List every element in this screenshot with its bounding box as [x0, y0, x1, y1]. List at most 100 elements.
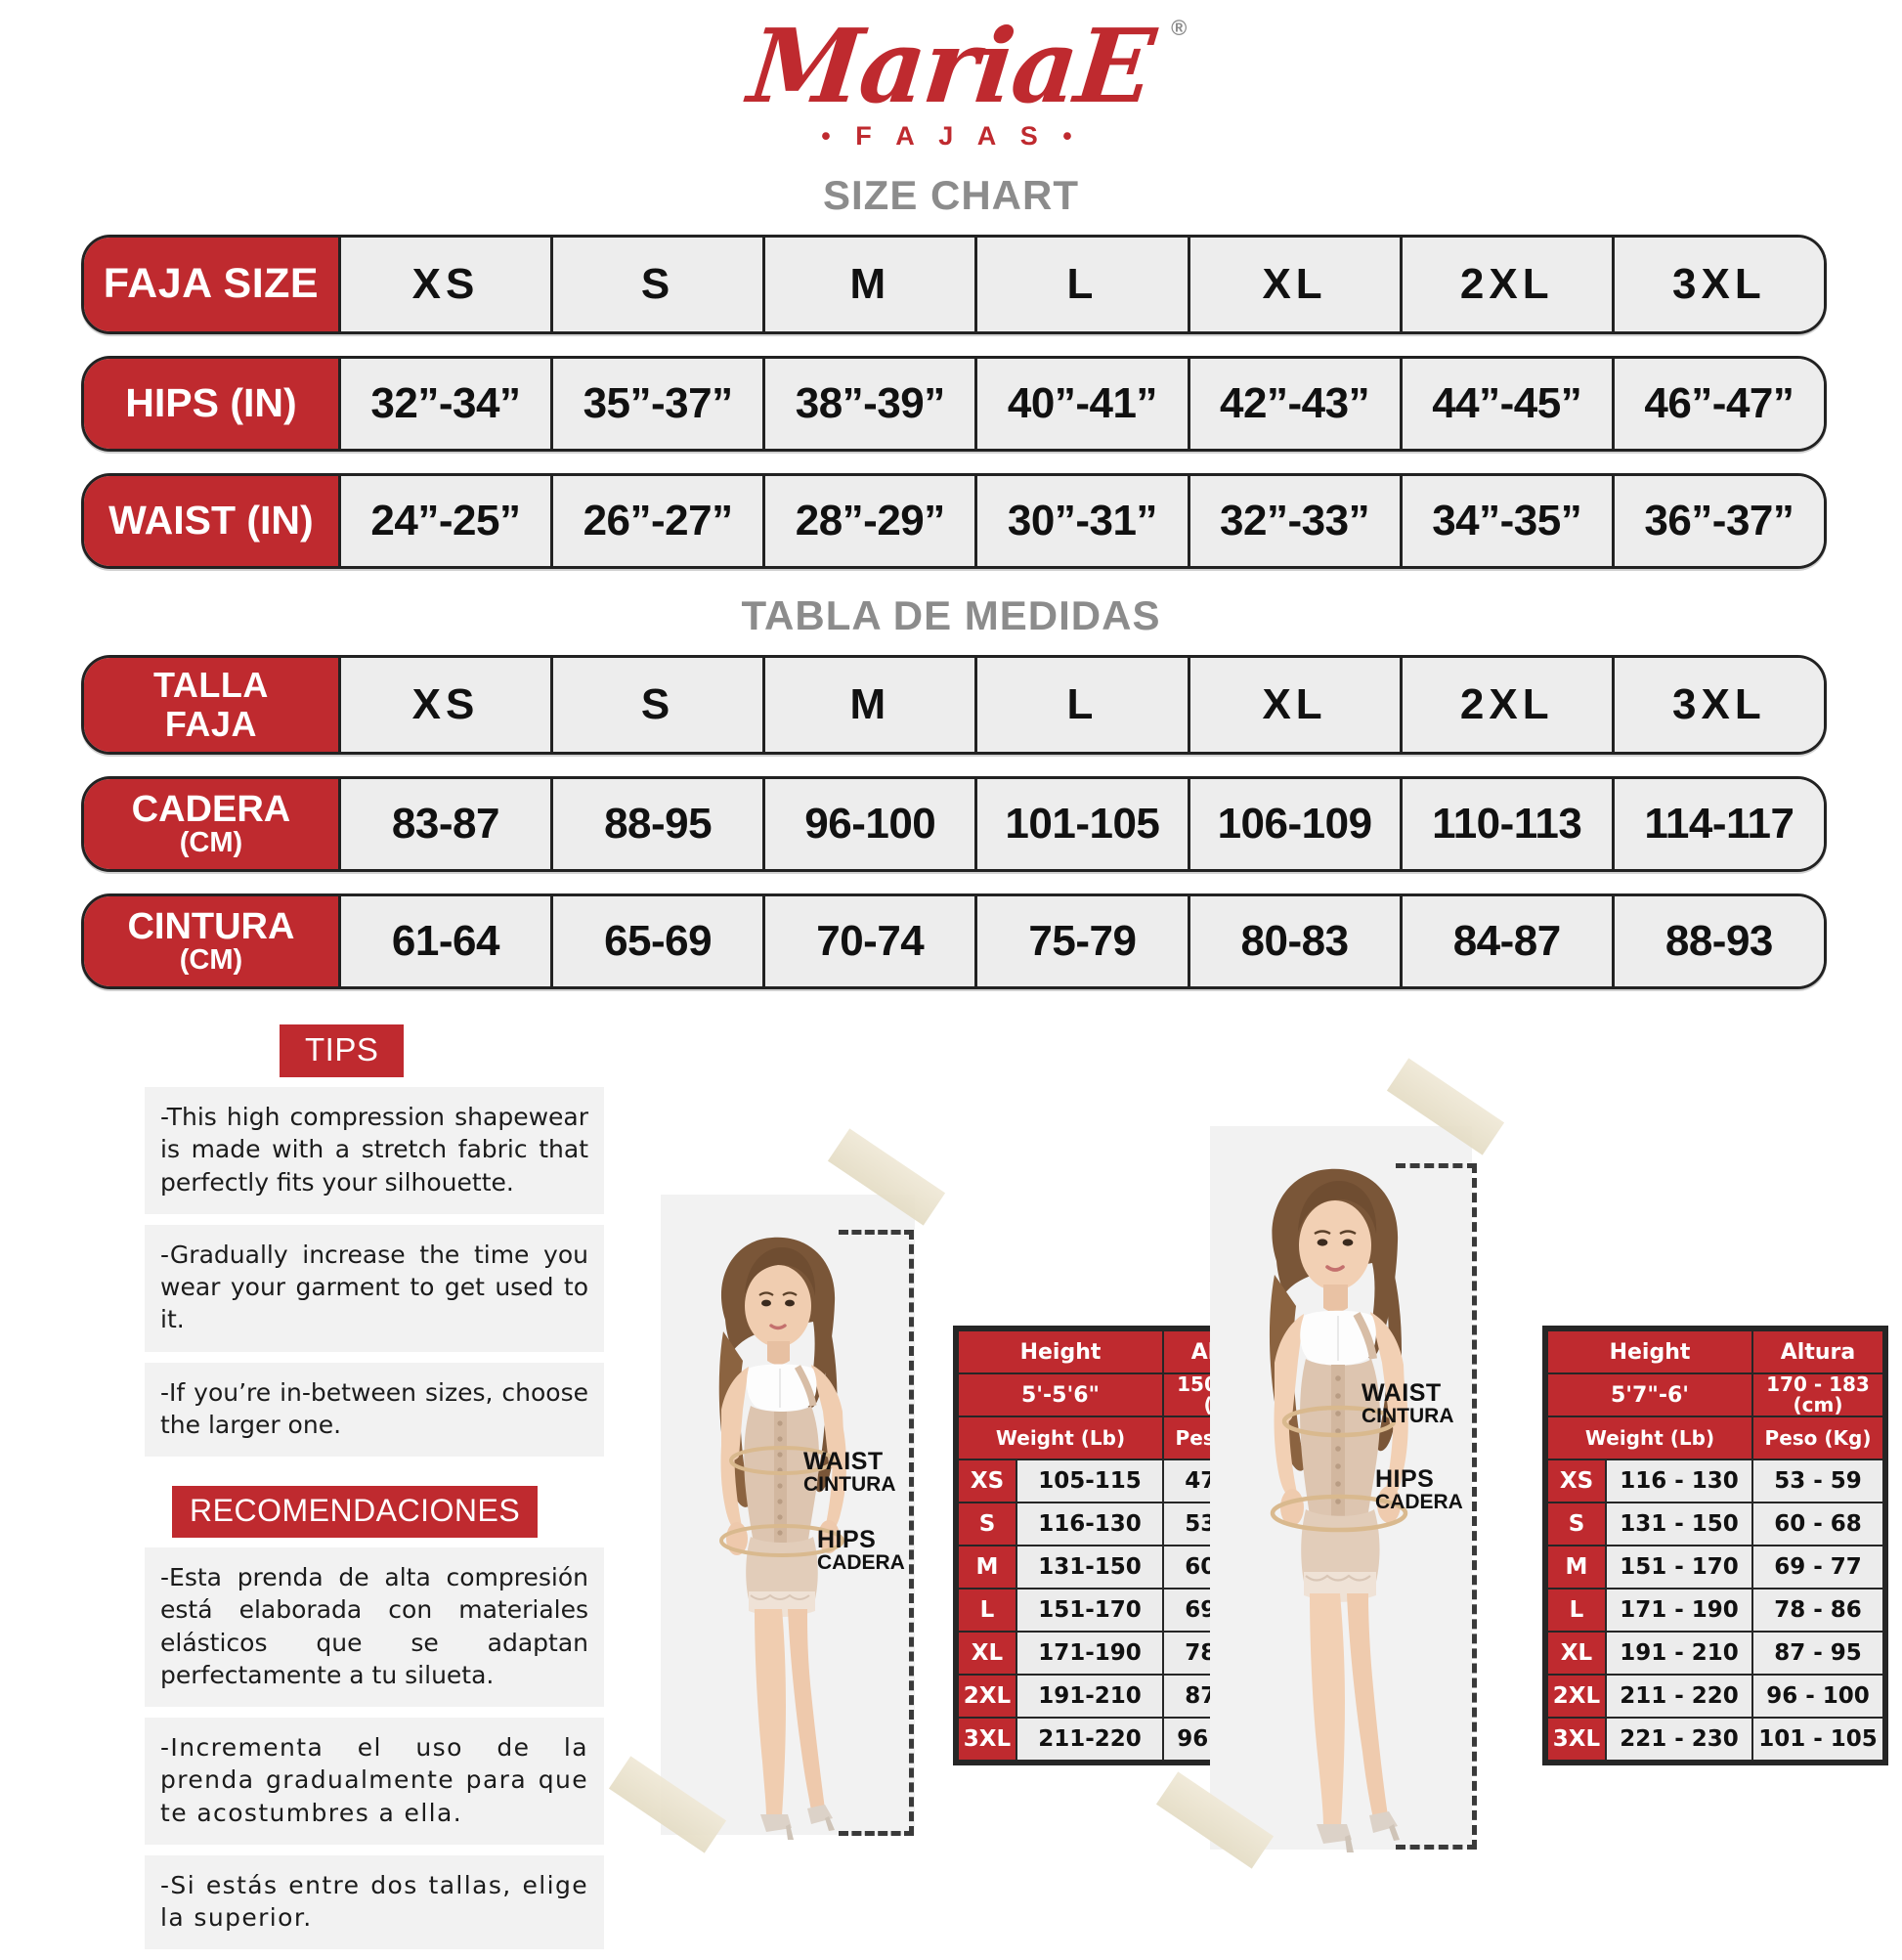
hw-size-3xl-1: 3XL	[957, 1717, 1017, 1762]
col-header-xl: XL	[1187, 238, 1400, 331]
hw-head-height-es-2: Altura	[1751, 1329, 1884, 1374]
cell-cintura-l: 75-79	[974, 896, 1188, 986]
cell-hips-l: 40”-41”	[974, 359, 1188, 449]
table-row-header-en: FAJA SIZE XS S M L XL 2XL 3XL	[81, 235, 1827, 334]
callout-hips-tall: HIPS CADERA	[1375, 1466, 1463, 1513]
row-label-talla-faja: TALLA FAJA	[84, 658, 338, 752]
col-header-es-l: L	[974, 658, 1188, 752]
col-header-xs: XS	[337, 238, 551, 331]
table-row: L 171 - 190 78 - 86	[1546, 1588, 1884, 1633]
cell-cadera-xs: 83-87	[337, 779, 551, 869]
tips-tag: TIPS	[280, 1024, 405, 1077]
hw-lb-s-2: 131 - 150	[1605, 1502, 1753, 1546]
table-row: M 151 - 170 69 - 77	[1546, 1545, 1884, 1590]
cell-waist-l: 30”-31”	[974, 476, 1188, 566]
hw-height-value-en-1: 5'-5'6"	[957, 1372, 1164, 1417]
row-label-cadera: CADERA	[131, 788, 291, 830]
hw-kg-l-2: 78 - 86	[1751, 1588, 1884, 1633]
cell-cintura-3xl: 88-93	[1611, 896, 1824, 986]
col-header-3xl: 3XL	[1611, 238, 1824, 331]
callout-hips-label-es-2: CADERA	[1375, 1491, 1463, 1514]
cell-cadera-l: 101-105	[974, 779, 1188, 869]
measurement-guide-dashed-short	[839, 1230, 914, 1836]
row-label-cintura-cm: CINTURA (CM)	[84, 896, 338, 986]
tabla-medidas-title: TABLA DE MEDIDAS	[741, 592, 1161, 638]
row-label-cadera-unit: (CM)	[179, 826, 243, 858]
table-row-header-es: TALLA FAJA XS S M L XL 2XL 3XL	[81, 655, 1827, 755]
hw-lb-s-1: 116-130	[1016, 1502, 1164, 1546]
cell-cintura-xl: 80-83	[1187, 896, 1400, 986]
hw-size-s-2: S	[1546, 1502, 1607, 1546]
hw-lb-2xl-1: 191-210	[1016, 1674, 1164, 1719]
brand-tagline-text: F A J A S	[855, 120, 1047, 151]
recomendacion-item-2: -Incrementa el uso de la prenda gradualm…	[145, 1718, 604, 1845]
cell-hips-m: 38”-39”	[762, 359, 975, 449]
hw-head-height-en-2: Height	[1546, 1329, 1753, 1374]
hw-size-2xl-2: 2XL	[1546, 1674, 1607, 1719]
hw-size-m-2: M	[1546, 1545, 1607, 1590]
callout-waist-label-en-2: WAIST	[1362, 1379, 1442, 1407]
table-row-cintura-cm: CINTURA (CM) 61-64 65-69 70-74 75-79 80-…	[81, 893, 1827, 989]
registered-trademark-icon: ®	[1171, 15, 1186, 40]
hw-size-xs-2: XS	[1546, 1459, 1607, 1503]
hw-size-2xl-1: 2XL	[957, 1674, 1017, 1719]
hw-lb-3xl-1: 211-220	[1016, 1717, 1164, 1762]
cell-cintura-xs: 61-64	[337, 896, 551, 986]
brand-name-text: MariaE	[743, 5, 1159, 126]
hw-lb-xs-1: 105-115	[1016, 1459, 1164, 1503]
recomendaciones-tag: RECOMENDACIONES	[172, 1486, 539, 1538]
table-row-hips-in: HIPS (IN) 32”-34” 35”-37” 38”-39” 40”-41…	[81, 356, 1827, 452]
hw-size-l-2: L	[1546, 1588, 1607, 1633]
model-illustration-short	[718, 1237, 846, 1840]
callout-hips-short: HIPS CADERA	[817, 1527, 905, 1574]
recomendacion-item-3: -Si estás entre dos tallas, elige la sup…	[145, 1854, 604, 1950]
hw-head-weight-es-2: Peso (Kg)	[1751, 1416, 1884, 1460]
row-label-cintura: CINTURA	[127, 905, 295, 947]
table-row-waist-in: WAIST (IN) 24”-25” 26”-27” 28”-29” 30”-3…	[81, 473, 1827, 569]
hw-kg-xl-2: 87 - 95	[1751, 1631, 1884, 1676]
callout-waist-tall: WAIST CINTURA	[1362, 1380, 1454, 1427]
brand-tagline: • F A J A S •	[821, 121, 1080, 152]
dot-left-icon: •	[821, 120, 840, 151]
hw-row-head-2: Height Altura	[1546, 1329, 1884, 1374]
cell-hips-xl: 42”-43”	[1187, 359, 1400, 449]
col-header-l: L	[974, 238, 1188, 331]
cell-waist-xs: 24”-25”	[337, 476, 551, 566]
hw-lb-2xl-2: 211 - 220	[1605, 1674, 1753, 1719]
hw-row-weighthead-2: Weight (Lb) Peso (Kg)	[1546, 1416, 1884, 1460]
recommendations-group: RECOMENDACIONES -Esta prenda de alta com…	[145, 1486, 604, 1950]
recomendacion-item-1: -Esta prenda de alta compresión está ela…	[145, 1547, 604, 1707]
col-header-2xl: 2XL	[1399, 238, 1612, 331]
hw-lb-m-2: 151 - 170	[1605, 1545, 1753, 1590]
table-row: 3XL 221 - 230 101 - 105	[1546, 1717, 1884, 1762]
bottom-section: TIPS -This high compression shapewear is…	[0, 1011, 1902, 1950]
cell-cadera-m: 96-100	[762, 779, 975, 869]
cell-cadera-s: 88-95	[550, 779, 763, 869]
hw-kg-3xl-2: 101 - 105	[1751, 1717, 1884, 1762]
cell-cintura-s: 65-69	[550, 896, 763, 986]
table-row: XL 191 - 210 87 - 95	[1546, 1631, 1884, 1676]
table-row: XS 116 - 130 53 - 59	[1546, 1459, 1884, 1503]
hw-lb-3xl-2: 221 - 230	[1605, 1717, 1753, 1762]
cell-hips-xs: 32”-34”	[337, 359, 551, 449]
advice-column: TIPS -This high compression shapewear is…	[145, 1024, 604, 1960]
hw-size-xl-2: XL	[1546, 1631, 1607, 1676]
hw-kg-xs-2: 53 - 59	[1751, 1459, 1884, 1503]
tip-item-3: -If you’re in-between sizes, choose the …	[145, 1362, 604, 1457]
hw-kg-2xl-2: 96 - 100	[1751, 1674, 1884, 1719]
brand-name: MariaE ®	[744, 6, 1186, 126]
tip-item-2: -Gradually increase the time you wear yo…	[145, 1224, 604, 1352]
hw-lb-xs-2: 116 - 130	[1605, 1459, 1753, 1503]
row-label-faja: FAJA	[164, 704, 257, 744]
callout-waist-label-en: WAIST	[803, 1448, 884, 1475]
cell-waist-s: 26”-27”	[550, 476, 763, 566]
cell-waist-2xl: 34”-35”	[1399, 476, 1612, 566]
size-chart-table-en: FAJA SIZE XS S M L XL 2XL 3XL HIPS (IN) …	[81, 235, 1827, 569]
cell-hips-2xl: 44”-45”	[1399, 359, 1612, 449]
cell-cadera-3xl: 114-117	[1611, 779, 1824, 869]
hw-size-xl-1: XL	[957, 1631, 1017, 1676]
hw-size-3xl-2: 3XL	[1546, 1717, 1607, 1762]
cell-waist-3xl: 36”-37”	[1611, 476, 1824, 566]
hw-lb-l-2: 171 - 190	[1605, 1588, 1753, 1633]
hw-lb-xl-2: 191 - 210	[1605, 1631, 1753, 1676]
